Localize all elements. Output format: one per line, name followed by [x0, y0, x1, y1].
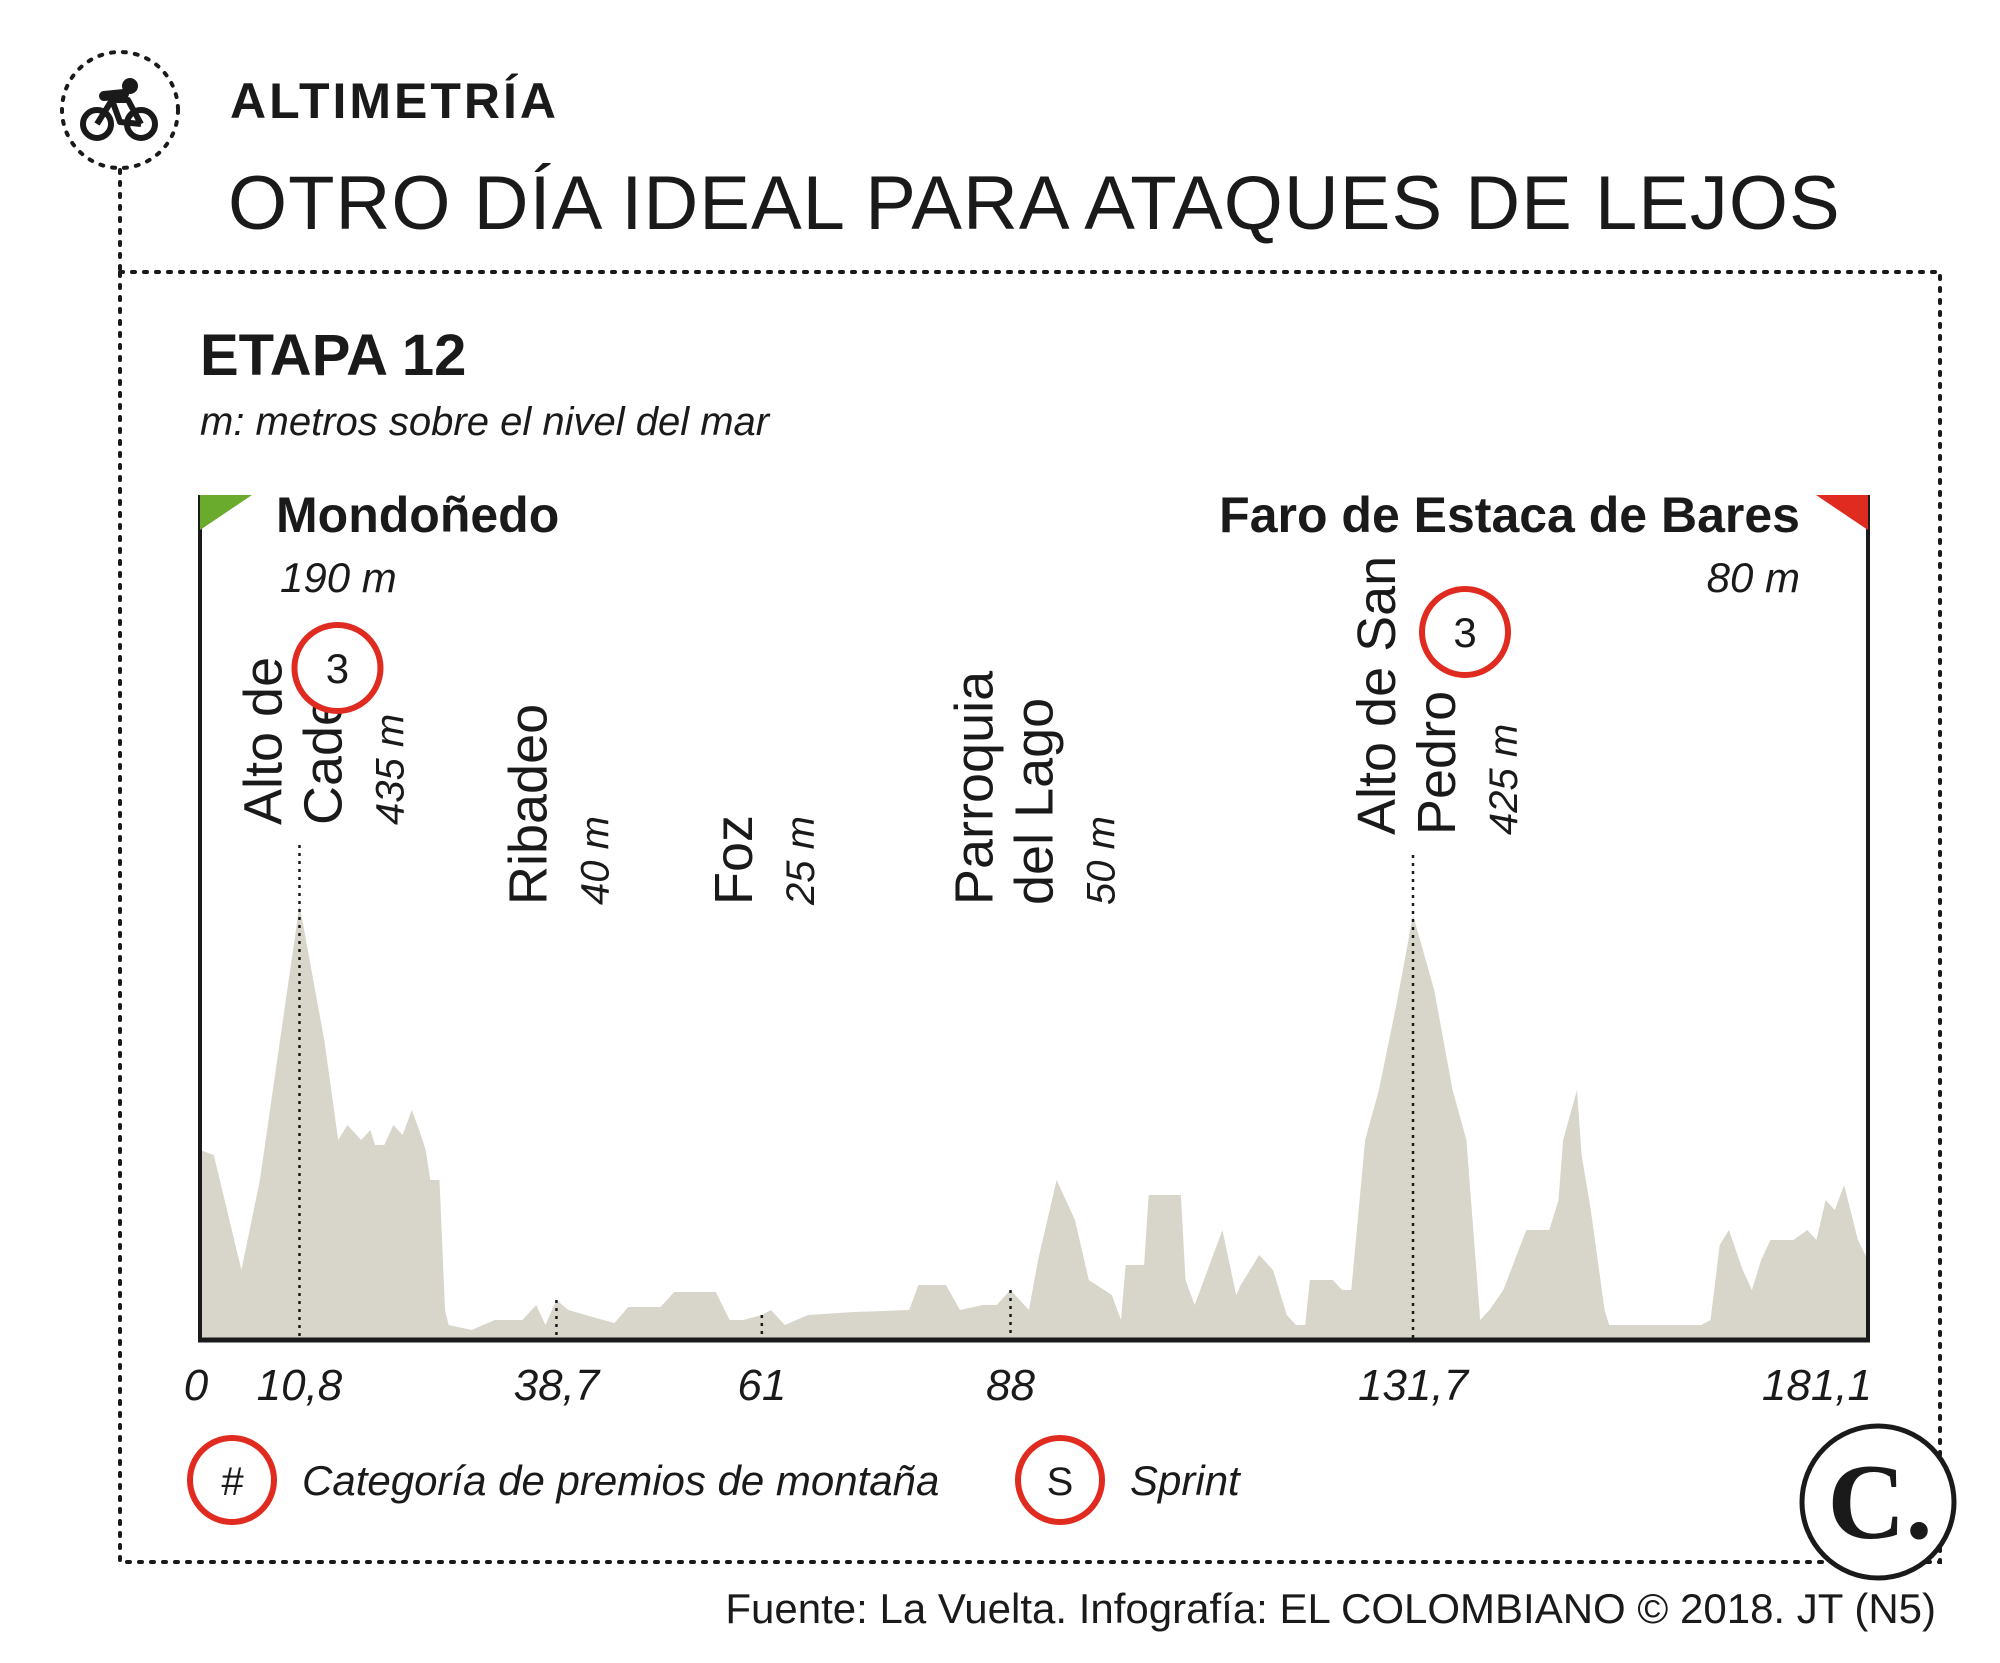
units-note: m: metros sobre el nivel del mar — [200, 400, 770, 444]
waypoint-altitude: 425 m — [1482, 724, 1526, 835]
finish-altitude: 80 m — [1706, 554, 1800, 601]
el-colombiano-logo: C. — [1799, 1423, 1957, 1581]
mountain-category-value: 3 — [1453, 609, 1476, 656]
waypoint-altitude: 435 m — [368, 714, 412, 825]
waypoint-name: del Lago — [1005, 698, 1065, 905]
start-altitude: 190 m — [280, 554, 397, 601]
waypoint-name: Alto de San — [1347, 556, 1407, 835]
legend-mountain-symbol: # — [221, 1460, 244, 1504]
finish-name: Faro de Estaca de Bares — [1219, 487, 1800, 543]
start-name: Mondoñedo — [276, 487, 560, 543]
waypoint-name: Alto de — [233, 657, 293, 825]
waypoint-label: Parroquia del Lago 50 m — [945, 670, 1124, 905]
waypoint-altitude: 25 m — [779, 816, 823, 906]
x-tick-label: 88 — [986, 1361, 1035, 1410]
chart-frame — [118, 270, 1942, 1564]
legend-sprint-marker: S — [1015, 1435, 1105, 1525]
x-tick-label: 131,7 — [1358, 1361, 1470, 1410]
waypoint-altitude: 40 m — [573, 816, 617, 905]
mountain-category-marker — [1419, 586, 1512, 678]
source-credit: Fuente: La Vuelta. Infografía: EL COLOMB… — [725, 1585, 1936, 1632]
headline: OTRO DÍA IDEAL PARA ATAQUES DE LEJOS — [228, 161, 1841, 246]
kicker: ALTIMETRÍA — [230, 73, 560, 129]
waypoint-name: Ribadeo — [498, 704, 558, 905]
x-tick-label: 61 — [737, 1361, 786, 1410]
legend-sprint-label: Sprint — [1130, 1457, 1242, 1504]
x-tick-label: 10,8 — [257, 1361, 343, 1410]
stage-title: ETAPA 12 — [200, 323, 467, 388]
x-tick-label: 38,7 — [514, 1361, 601, 1410]
x-tick-label: 0 — [184, 1361, 209, 1410]
waypoint-name: Foz — [704, 815, 764, 905]
svg-text:C.: C. — [1828, 1443, 1933, 1562]
legend-mountain-label: Categoría de premios de montaña — [302, 1457, 939, 1504]
waypoint-name: Parroquia — [945, 670, 1005, 905]
waypoint-altitude: 50 m — [1080, 816, 1124, 905]
finish-flag — [1816, 495, 1868, 530]
legend-sprint-symbol: S — [1047, 1460, 1074, 1504]
waypoint-label: Foz 25 m — [704, 815, 823, 906]
legend-mountain-marker: # — [187, 1435, 277, 1525]
mountain-category-value: 3 — [326, 645, 349, 692]
start-flag — [200, 495, 252, 530]
mountain-category-marker — [291, 622, 384, 714]
waypoint-label: Alto de San Pedro 425 m — [1347, 556, 1526, 835]
cyclist-icon — [60, 50, 180, 170]
x-tick-label: 181,1 — [1762, 1361, 1872, 1410]
waypoint-label: Ribadeo 40 m — [498, 704, 617, 905]
waypoint-name: Pedro — [1407, 691, 1467, 835]
elevation-profile — [200, 905, 1868, 1340]
